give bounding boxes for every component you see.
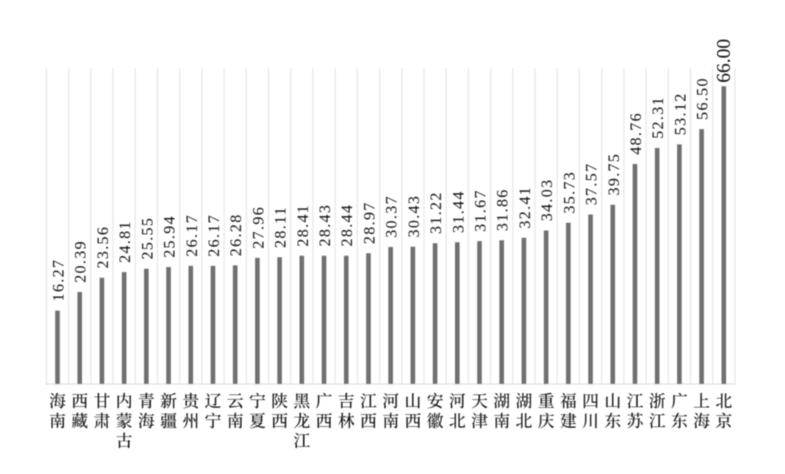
svg-text:30.43: 30.43 [406, 195, 423, 238]
svg-text:28.11: 28.11 [273, 206, 290, 248]
svg-text:31.22: 31.22 [428, 191, 445, 234]
svg-text:30.37: 30.37 [384, 195, 401, 238]
svg-text:35.73: 35.73 [561, 171, 578, 214]
svg-text:53.12: 53.12 [672, 92, 689, 135]
svg-text:27.96: 27.96 [250, 206, 267, 249]
svg-text:31.86: 31.86 [495, 188, 512, 231]
svg-text:34.03: 34.03 [539, 179, 556, 222]
svg-text:66.00: 66.00 [714, 39, 735, 83]
svg-text:24.81: 24.81 [117, 220, 134, 263]
svg-text:28.43: 28.43 [317, 204, 334, 247]
svg-text:20.39: 20.39 [73, 240, 90, 283]
svg-text:26.17: 26.17 [184, 214, 201, 257]
svg-text:28.44: 28.44 [339, 204, 356, 247]
svg-text:26.17: 26.17 [206, 214, 223, 257]
svg-text:28.41: 28.41 [295, 204, 312, 247]
svg-text:37.57: 37.57 [584, 163, 601, 206]
svg-text:16.27: 16.27 [51, 259, 68, 302]
svg-text:31.67: 31.67 [473, 189, 490, 232]
svg-text:32.41: 32.41 [517, 186, 534, 229]
svg-text:56.50: 56.50 [695, 77, 712, 120]
svg-text:28.97: 28.97 [361, 201, 378, 244]
svg-text:39.75: 39.75 [606, 153, 623, 196]
svg-text:31.44: 31.44 [450, 190, 467, 233]
svg-text:25.94: 25.94 [162, 215, 179, 258]
svg-text:25.55: 25.55 [139, 217, 156, 260]
svg-text:26.28: 26.28 [228, 213, 245, 256]
svg-text:48.76: 48.76 [628, 112, 645, 155]
svg-text:52.31: 52.31 [650, 96, 667, 139]
svg-text:23.56: 23.56 [95, 226, 112, 269]
